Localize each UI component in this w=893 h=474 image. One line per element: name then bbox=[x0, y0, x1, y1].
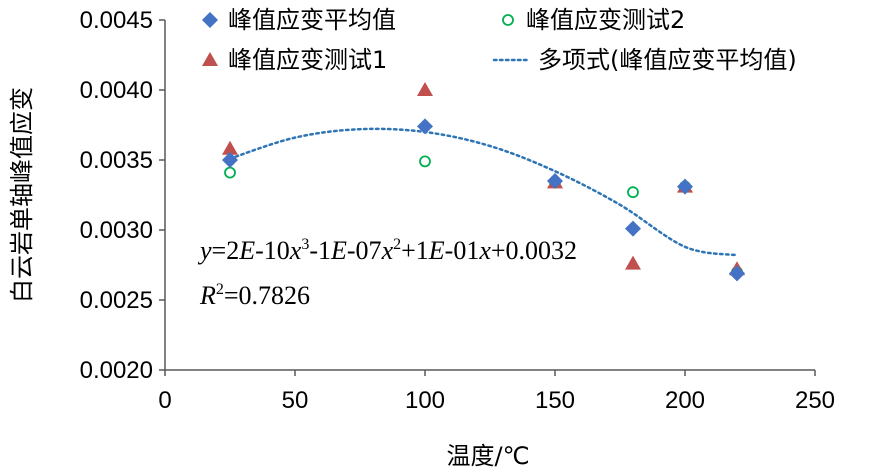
equation-part: y bbox=[197, 236, 212, 265]
legend-label: 峰值应变测试1 bbox=[228, 46, 387, 74]
point-diamond bbox=[547, 173, 563, 189]
x-tick-label: 200 bbox=[665, 387, 705, 414]
legend-label: 峰值应变平均值 bbox=[228, 6, 396, 34]
y-tick-label: 0.0040 bbox=[80, 77, 153, 104]
point-circle-open bbox=[419, 155, 431, 168]
equation-part: E bbox=[330, 236, 347, 265]
x-tick-label: 150 bbox=[535, 387, 575, 414]
legend-marker bbox=[202, 52, 218, 66]
point-circle-open bbox=[224, 166, 236, 179]
legend-marker bbox=[202, 12, 218, 28]
point-triangle bbox=[417, 82, 433, 96]
equation-part: +1 bbox=[401, 236, 429, 265]
equation-part: R bbox=[199, 281, 216, 310]
legend-label: 峰值应变测试2 bbox=[526, 6, 685, 34]
equation-part: x bbox=[381, 236, 394, 265]
equation-part: -10 bbox=[255, 236, 290, 265]
y-tick-label: 0.0035 bbox=[80, 147, 153, 174]
point-triangle bbox=[625, 255, 641, 270]
x-tick-label: 250 bbox=[795, 387, 835, 414]
legend-item: 峰值应变平均值 bbox=[202, 6, 396, 34]
equation-part: 2 bbox=[393, 236, 401, 253]
axes: 0.0020 0.0025 0.0030 0.0035 0.0040 0.0045 0 50 1… bbox=[80, 7, 835, 414]
y-tick-label: 0.0020 bbox=[80, 357, 153, 384]
legend-item: 峰值应变测试2 bbox=[502, 6, 685, 34]
equation-part: -07 bbox=[347, 236, 382, 265]
point-triangle bbox=[222, 140, 238, 155]
equation-part: E bbox=[428, 236, 445, 265]
x-tick-label: 0 bbox=[158, 387, 171, 414]
y-tick-label: 0.0025 bbox=[80, 287, 153, 314]
y-tick-label: 0.0045 bbox=[80, 7, 153, 34]
point-diamond bbox=[729, 265, 745, 282]
equation-part: 2 bbox=[216, 281, 224, 298]
point-diamond bbox=[625, 220, 641, 237]
equation-part: +0.0032 bbox=[491, 236, 577, 265]
legend-marker bbox=[502, 14, 514, 26]
legend: 峰值应变平均值 峰值应变测试2 峰值应变测试1 多项式(峰值应变平均值) bbox=[202, 6, 797, 74]
equation-part: 3 bbox=[301, 236, 309, 253]
legend-item: 多项式(峰值应变平均值) bbox=[492, 46, 797, 74]
legend-item: 峰值应变测试1 bbox=[202, 46, 387, 74]
equation-part: =2 bbox=[212, 236, 240, 265]
equation-part: x bbox=[289, 236, 302, 265]
point-circle-open bbox=[627, 186, 639, 199]
point-diamond bbox=[417, 118, 433, 135]
trend-equation: y=2E-10x3-1E-07x2+1E-01x+0.0032 bbox=[197, 236, 577, 265]
equation-part: -1 bbox=[309, 236, 331, 265]
point-diamond bbox=[222, 152, 238, 168]
trendline bbox=[228, 127, 739, 257]
equation-part: E bbox=[238, 236, 255, 265]
x-axis-label: 温度/℃ bbox=[446, 442, 529, 470]
trendline-group bbox=[228, 127, 739, 257]
equation-part: =0.7826 bbox=[224, 281, 310, 310]
r-squared: R2=0.7826 bbox=[199, 281, 310, 310]
equation-part: x bbox=[478, 236, 491, 265]
equation-part: -01 bbox=[445, 236, 480, 265]
x-tick-label: 100 bbox=[405, 387, 445, 414]
points-group bbox=[222, 82, 745, 282]
point-diamond bbox=[677, 178, 693, 195]
y-tick-label: 0.0030 bbox=[80, 217, 153, 244]
y-axis-label: 白云岩单轴峰值应变 bbox=[8, 87, 36, 303]
x-tick-label: 50 bbox=[282, 387, 309, 414]
legend-label: 多项式(峰值应变平均值) bbox=[538, 46, 797, 74]
